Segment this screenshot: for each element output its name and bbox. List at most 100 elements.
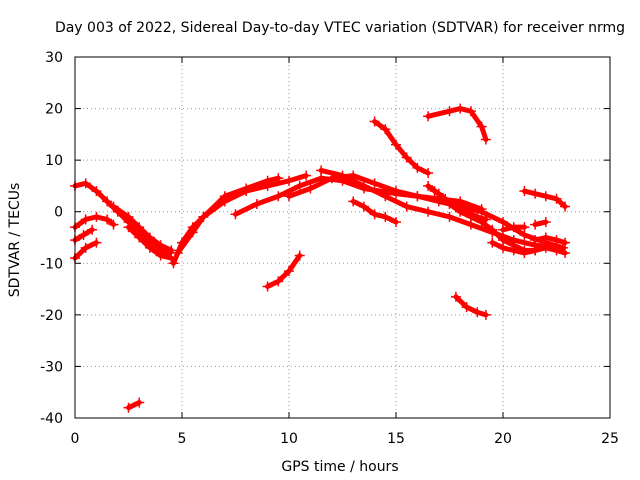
data-point (423, 180, 434, 191)
data-point (498, 224, 508, 235)
x-tick-label: 20 (494, 431, 512, 447)
data-point (423, 168, 434, 179)
data-point (551, 193, 562, 204)
data-point (498, 242, 508, 253)
data-point (262, 281, 273, 292)
data-point (273, 276, 284, 287)
data-point (78, 229, 89, 240)
data-point (401, 201, 412, 212)
data-point (429, 186, 440, 197)
data-point (472, 307, 483, 318)
y-tick-label: 20 (45, 102, 63, 118)
data-point (472, 211, 483, 222)
data-point (284, 191, 294, 202)
data-point (273, 191, 284, 202)
data-point (241, 183, 252, 194)
data-point (230, 209, 241, 220)
data-point (476, 204, 487, 215)
series-arc-1 (72, 180, 172, 256)
data-point (540, 191, 551, 202)
data-point (480, 214, 491, 225)
data-point (262, 175, 273, 186)
data-point (316, 165, 327, 176)
y-tick-label: -40 (40, 411, 63, 427)
data-point (284, 175, 294, 186)
series-arc-2 (111, 204, 174, 253)
data-point (172, 247, 183, 258)
data-point (273, 173, 284, 184)
x-tick-label: 15 (387, 431, 405, 447)
data-point (455, 196, 466, 207)
data-point (401, 152, 412, 163)
data-point (134, 397, 145, 408)
data-point (358, 201, 369, 212)
data-point (187, 227, 198, 238)
data-point (455, 103, 466, 114)
data-point (102, 196, 113, 207)
data-arcs (70, 103, 571, 413)
data-point (465, 106, 476, 117)
data-point (444, 211, 455, 222)
data-point (80, 214, 91, 225)
data-point (91, 211, 102, 222)
data-point (144, 242, 155, 253)
data-point (530, 235, 541, 246)
data-point (155, 240, 166, 251)
data-point (519, 186, 530, 197)
data-point (412, 191, 423, 202)
data-point (123, 211, 134, 222)
series-arc-11 (318, 167, 559, 251)
data-point (480, 309, 491, 320)
data-point (123, 222, 134, 233)
data-point (294, 250, 305, 261)
x-tick-label: 5 (178, 431, 187, 447)
series-arc-14 (126, 400, 142, 411)
y-tick-label: -30 (40, 359, 63, 375)
series-arc-24 (532, 235, 568, 246)
data-point (168, 258, 179, 269)
data-point (305, 183, 316, 194)
data-point (540, 232, 551, 243)
data-point (440, 193, 451, 204)
data-point (198, 211, 209, 222)
data-point (369, 209, 380, 220)
data-point (530, 245, 541, 256)
data-point (444, 106, 455, 117)
x-axis-title: GPS time / hours (281, 459, 398, 475)
data-point (134, 232, 145, 243)
data-point (348, 196, 359, 207)
y-axis: 30 20 10 0 -10 -20 -30 -40 (40, 50, 610, 427)
data-point (560, 201, 571, 212)
data-point (284, 266, 294, 277)
data-point (301, 170, 312, 181)
data-point (108, 201, 119, 212)
data-point (540, 217, 551, 228)
data-point (91, 237, 102, 248)
data-point (391, 217, 401, 228)
data-point (80, 178, 91, 189)
series-arc-17 (453, 294, 489, 318)
data-point (519, 247, 530, 258)
data-point (530, 219, 541, 230)
data-point (487, 237, 498, 248)
data-point (294, 180, 305, 191)
data-point (219, 191, 230, 202)
data-point (155, 250, 166, 261)
data-point (412, 162, 423, 173)
x-axis: 0 5 10 15 20 25 (71, 57, 619, 447)
data-point (87, 224, 98, 235)
data-point (461, 206, 472, 217)
data-point (540, 242, 551, 253)
data-point (480, 134, 491, 145)
data-point (530, 188, 541, 199)
plot-frame (74, 56, 611, 419)
data-point (358, 180, 369, 191)
data-point (369, 116, 380, 127)
y-tick-label: 30 (45, 50, 63, 66)
data-point (134, 222, 145, 233)
data-point (391, 186, 401, 197)
x-tick-label: 25 (601, 431, 619, 447)
data-point (108, 219, 119, 230)
data-point (380, 211, 391, 222)
data-point (144, 232, 155, 243)
